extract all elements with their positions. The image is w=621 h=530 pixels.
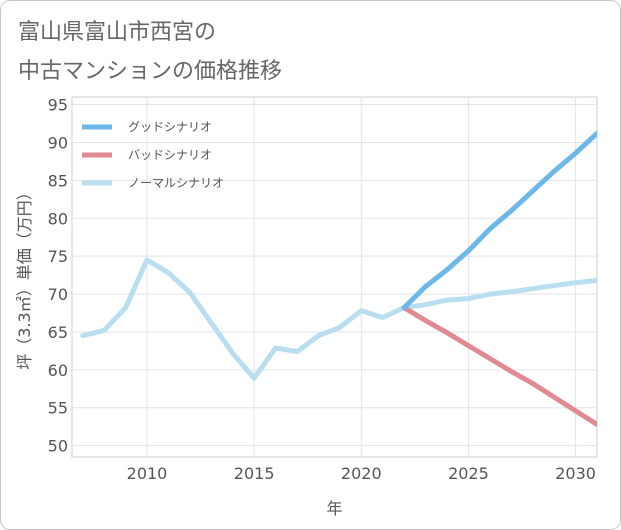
chart-title-line2: 中古マンションの価格推移 bbox=[18, 59, 283, 84]
series-line-2 bbox=[80, 257, 597, 381]
y-tick-label: 65 bbox=[48, 323, 68, 342]
y-tick-label: 85 bbox=[48, 171, 68, 190]
x-tick-label: 2030 bbox=[555, 464, 596, 483]
x-tick-label: 2010 bbox=[127, 464, 168, 483]
y-tick-label: 55 bbox=[48, 399, 68, 418]
y-tick-label: 75 bbox=[48, 247, 68, 266]
y-tick-label: 90 bbox=[48, 133, 68, 152]
y-tick-label: 95 bbox=[48, 96, 68, 115]
x-tick-label: 2020 bbox=[341, 464, 382, 483]
y-axis-label: 坪（3.3㎡）単価（万円） bbox=[15, 184, 34, 369]
grid-lines bbox=[71, 96, 598, 458]
plot-frame bbox=[71, 96, 598, 458]
x-tick-label: 2025 bbox=[448, 464, 489, 483]
series-line-1 bbox=[401, 305, 597, 427]
x-axis-label: 年 bbox=[326, 499, 342, 518]
axis-ticks: 50 55 60 65 70 75 80 85 90 95 2010 2015 2020 2025 2030 bbox=[48, 96, 596, 483]
legend-label: ノーマルシナリオ bbox=[128, 176, 224, 190]
y-tick-label: 60 bbox=[48, 361, 68, 380]
series-line-0 bbox=[401, 130, 597, 311]
series-lines bbox=[80, 130, 597, 427]
legend-label: グッドシナリオ bbox=[128, 120, 212, 134]
chart-title-line1: 富山県富山市西宮の bbox=[18, 20, 217, 45]
x-tick-label: 2015 bbox=[234, 464, 275, 483]
legend-label: バッドシナリオ bbox=[128, 148, 212, 162]
y-tick-label: 50 bbox=[48, 437, 68, 456]
y-tick-label: 80 bbox=[48, 209, 68, 228]
y-tick-label: 70 bbox=[48, 285, 68, 304]
